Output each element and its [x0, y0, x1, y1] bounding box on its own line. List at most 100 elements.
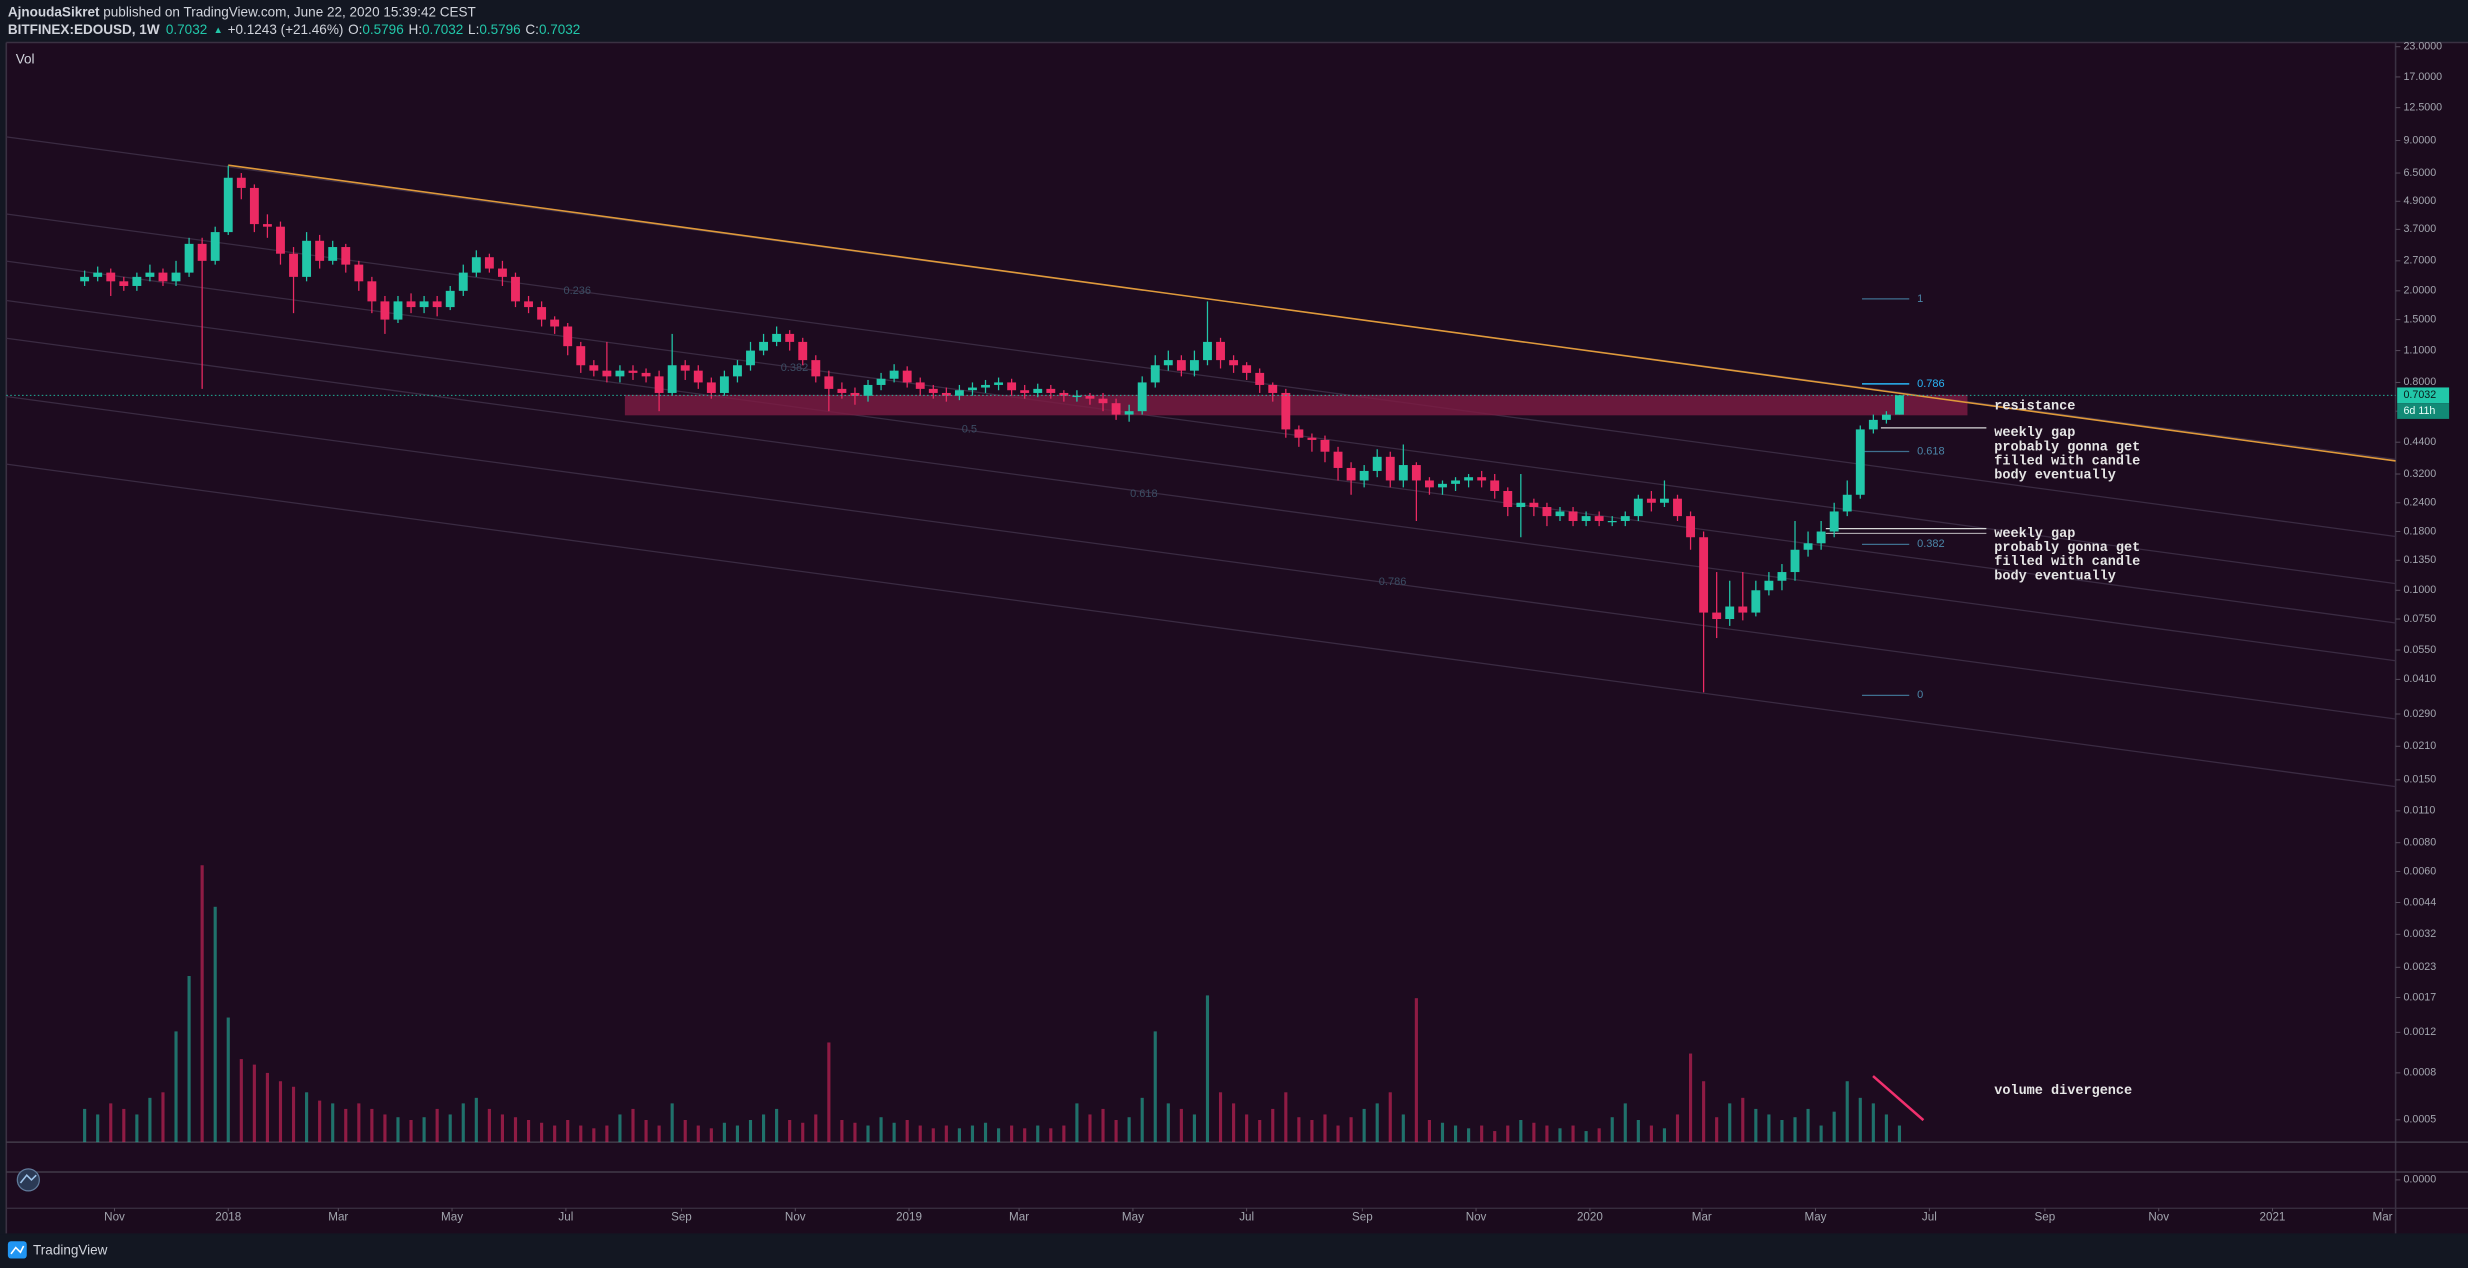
- volume-bar: [1610, 1117, 1614, 1143]
- volume-bar: [513, 1117, 518, 1143]
- y-tick-label: 0.0550: [2403, 644, 2436, 656]
- candle-body: [1255, 372, 1265, 385]
- fib-channel-label: 0.382: [781, 362, 809, 374]
- candle-body: [1790, 549, 1800, 573]
- candle-body: [1229, 360, 1239, 366]
- ohlc-label: H:: [408, 21, 422, 36]
- volume-bar: [161, 1092, 165, 1143]
- volume-bar: [1271, 1108, 1275, 1143]
- x-tick-label: Mar: [1009, 1211, 1029, 1224]
- candle-body: [1020, 390, 1030, 393]
- volume-bar: [1114, 1119, 1118, 1143]
- x-tick-label: Mar: [1692, 1211, 1712, 1224]
- candle-body: [654, 376, 664, 393]
- volume-bar: [1453, 1125, 1458, 1143]
- candle-body: [1881, 414, 1891, 420]
- volume-bar: [540, 1122, 544, 1143]
- annotation: resistance: [1994, 399, 2075, 414]
- candle-body: [589, 365, 599, 371]
- candle-body: [850, 392, 860, 396]
- y-tick-label: 0.4400: [2403, 436, 2436, 448]
- candle-body: [393, 301, 403, 320]
- volume-bar: [1127, 1117, 1131, 1143]
- volume-bar: [918, 1125, 922, 1143]
- volume-bar: [1140, 1097, 1144, 1143]
- y-tick-label: 0.0032: [2403, 928, 2436, 940]
- candle-body: [1555, 511, 1565, 517]
- candle-body: [1803, 543, 1813, 550]
- fib-level-label: 1: [1917, 293, 1923, 305]
- volume-bar: [1192, 1114, 1196, 1143]
- volume-bar: [1480, 1125, 1484, 1143]
- volume-bar: [840, 1119, 844, 1143]
- y-tick-label: 0.0017: [2403, 991, 2436, 1003]
- candle-body: [1176, 360, 1186, 371]
- candle-body: [772, 333, 782, 342]
- volume-bar: [213, 906, 217, 1143]
- volume-bar: [1597, 1128, 1601, 1143]
- volume-bar: [892, 1122, 896, 1143]
- candle-body: [954, 390, 964, 396]
- x-tick-label: May: [441, 1211, 463, 1224]
- candle-body: [785, 333, 795, 342]
- annotation: weekly gap: [1994, 426, 2075, 441]
- volume-bar: [1688, 1053, 1693, 1143]
- volume-bar: [1440, 1122, 1445, 1143]
- volume-bar: [1323, 1114, 1327, 1143]
- volume-bar: [1702, 1081, 1706, 1143]
- volume-bar: [1519, 1119, 1523, 1143]
- y-tick-label: 0.0290: [2403, 708, 2436, 720]
- candle-body: [1751, 590, 1761, 613]
- volume-bar: [801, 1122, 805, 1143]
- volume-bar: [931, 1128, 935, 1143]
- y-tick-label: 0.0012: [2403, 1026, 2436, 1038]
- volume-bar: [1075, 1103, 1079, 1143]
- volume-bar: [1284, 1092, 1288, 1143]
- candle-body: [1620, 516, 1630, 521]
- volume-bar: [1806, 1108, 1810, 1143]
- volume-bar: [344, 1108, 348, 1143]
- candle-body: [367, 281, 377, 302]
- candle-body: [1098, 398, 1108, 404]
- y-tick-label: 0.0005: [2403, 1114, 2436, 1126]
- volume-bar: [1741, 1097, 1745, 1143]
- x-tick-label: Jul: [558, 1211, 573, 1224]
- candle-body: [276, 226, 285, 254]
- y-tick-label: 0.1000: [2403, 584, 2436, 596]
- candle-body: [1895, 395, 1904, 415]
- ohlc-label: O:: [348, 21, 362, 36]
- volume-bar: [1101, 1108, 1105, 1143]
- volume-bar: [1010, 1125, 1014, 1143]
- candle-body: [1594, 516, 1604, 521]
- fib-level-label: 0.786: [1917, 378, 1945, 390]
- symbol-line: BITFINEX:EDOUSD, 1W 0.7032 ▲ +0.1243 (+21.4…: [8, 21, 580, 36]
- ohlc-value: 0.7032: [422, 21, 463, 36]
- candle-body: [119, 281, 129, 286]
- candle-body: [968, 387, 977, 391]
- volume-bar: [944, 1125, 948, 1143]
- candle-body: [249, 187, 259, 225]
- candle-body: [1868, 419, 1878, 430]
- volume-bar: [226, 1017, 230, 1143]
- y-tick-label: 12.5000: [2403, 102, 2442, 114]
- candle-body: [132, 276, 142, 286]
- candle-body: [1725, 606, 1735, 620]
- candle-body: [537, 307, 547, 320]
- change: +0.1243 (+21.46%): [228, 21, 344, 36]
- candle-body: [928, 388, 938, 393]
- volume-bar: [866, 1125, 870, 1143]
- candle-body: [876, 378, 886, 385]
- volume-bar: [83, 1108, 87, 1143]
- volume-bar: [1414, 998, 1418, 1143]
- candle-body: [1633, 498, 1643, 517]
- x-tick-label: Nov: [785, 1211, 806, 1224]
- y-tick-label: 2.7000: [2403, 255, 2436, 267]
- candle-body: [1111, 403, 1121, 415]
- candle-body: [759, 341, 768, 351]
- y-tick-label: 0.0410: [2403, 673, 2436, 685]
- countdown-badge: [2397, 403, 2450, 419]
- pane-icon-mark: [19, 1174, 37, 1184]
- volume-bar: [331, 1103, 335, 1143]
- candle-body: [680, 365, 690, 371]
- candle-body: [1281, 392, 1291, 430]
